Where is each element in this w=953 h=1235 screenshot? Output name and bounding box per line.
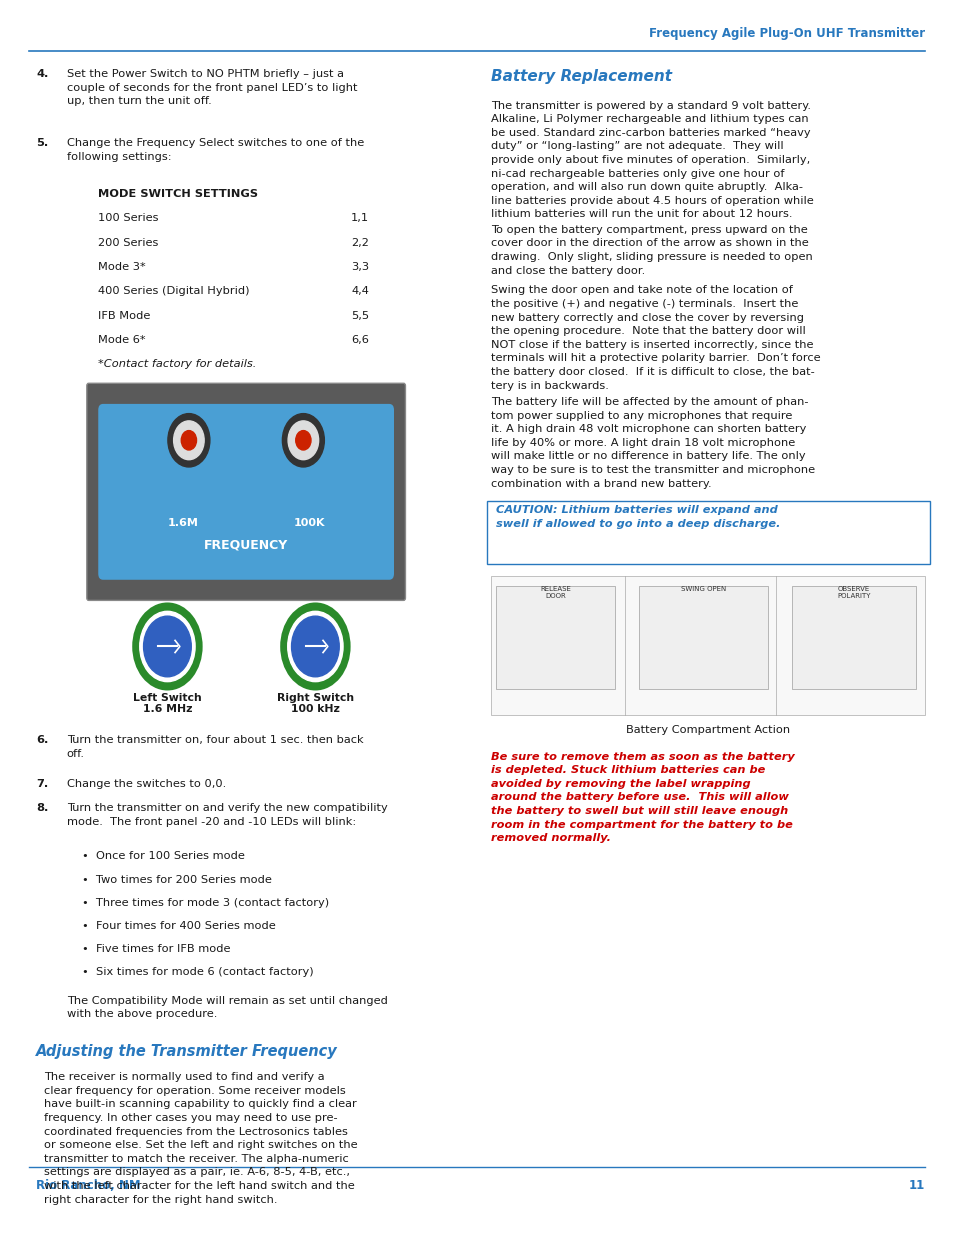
Text: 7.: 7. (36, 779, 49, 789)
Text: 200 Series: 200 Series (98, 237, 158, 248)
Text: 6,6: 6,6 (351, 335, 369, 345)
Text: *Contact factory for details.: *Contact factory for details. (98, 359, 256, 369)
Text: FREQUENCY: FREQUENCY (204, 538, 288, 552)
Bar (496, 585, 615, 689)
Text: Be sure to remove them as soon as the battery
is depleted. Stuck lithium batteri: Be sure to remove them as soon as the ba… (491, 752, 794, 844)
Text: •  Six times for mode 6 (contact factory): • Six times for mode 6 (contact factory) (82, 967, 314, 977)
Text: Swing the door open and take note of the location of
the positive (+) and negati: Swing the door open and take note of the… (491, 285, 821, 390)
Text: 100 Series: 100 Series (98, 214, 158, 224)
Text: OBSERVE
POLARITY: OBSERVE POLARITY (836, 585, 870, 599)
Circle shape (168, 414, 210, 467)
Text: Mode 6*: Mode 6* (98, 335, 146, 345)
Text: 400 Series (Digital Hybrid): 400 Series (Digital Hybrid) (98, 287, 250, 296)
Text: 1,1: 1,1 (351, 214, 369, 224)
Circle shape (288, 611, 343, 682)
Text: 100K: 100K (293, 517, 325, 527)
Circle shape (288, 421, 318, 459)
Text: 11: 11 (908, 1179, 924, 1192)
Text: Battery Replacement: Battery Replacement (491, 69, 672, 84)
Text: Rio Rancho, NM: Rio Rancho, NM (36, 1179, 141, 1192)
Text: Change the switches to 0,0.: Change the switches to 0,0. (67, 779, 226, 789)
Text: 8.: 8. (36, 803, 49, 813)
Text: 5,5: 5,5 (351, 310, 369, 321)
Circle shape (282, 414, 324, 467)
FancyBboxPatch shape (87, 383, 405, 600)
Text: The transmitter is powered by a standard 9 volt battery.
Alkaline, Li Polymer re: The transmitter is powered by a standard… (491, 101, 813, 220)
Text: Right Switch
100 kHz: Right Switch 100 kHz (276, 693, 354, 714)
Text: Left Switch
1.6 MHz: Left Switch 1.6 MHz (132, 693, 202, 714)
Text: Battery Compartment Action: Battery Compartment Action (625, 725, 790, 735)
Text: 2,2: 2,2 (351, 237, 369, 248)
Circle shape (173, 421, 204, 459)
Bar (486, 500, 929, 563)
Text: Turn the transmitter on, four about 1 sec. then back
off.: Turn the transmitter on, four about 1 se… (67, 735, 363, 758)
Circle shape (139, 611, 194, 682)
Text: RELEASE
DOOR: RELEASE DOOR (539, 585, 571, 599)
Circle shape (134, 605, 200, 688)
Circle shape (143, 616, 191, 677)
Text: Turn the transmitter on and verify the new compatibility
mode.  The front panel : Turn the transmitter on and verify the n… (67, 803, 387, 826)
Text: 1.6M: 1.6M (168, 517, 198, 527)
Text: 3,3: 3,3 (351, 262, 369, 272)
Text: •  Four times for 400 Series mode: • Four times for 400 Series mode (82, 920, 275, 931)
Text: MODE SWITCH SETTINGS: MODE SWITCH SETTINGS (98, 189, 258, 199)
Text: The Compatibility Mode will remain as set until changed
with the above procedure: The Compatibility Mode will remain as se… (67, 995, 387, 1019)
Text: 6.: 6. (36, 735, 49, 745)
Text: •  Once for 100 Series mode: • Once for 100 Series mode (82, 851, 245, 862)
Circle shape (181, 431, 196, 450)
Text: •  Two times for 200 Series mode: • Two times for 200 Series mode (82, 874, 272, 884)
Text: Frequency Agile Plug-On UHF Transmitter: Frequency Agile Plug-On UHF Transmitter (649, 27, 924, 40)
Text: Adjusting the Transmitter Frequency: Adjusting the Transmitter Frequency (36, 1045, 337, 1060)
Circle shape (283, 605, 348, 688)
Text: •  Five times for IFB mode: • Five times for IFB mode (82, 944, 231, 953)
Bar (491, 576, 924, 715)
Bar (791, 585, 915, 689)
Text: Change the Frequency Select switches to one of the
following settings:: Change the Frequency Select switches to … (67, 138, 364, 162)
Text: 4.: 4. (36, 69, 49, 79)
Text: The receiver is normally used to find and verify a
clear frequency for operation: The receiver is normally used to find an… (44, 1072, 357, 1204)
Text: IFB Mode: IFB Mode (98, 310, 151, 321)
Text: The battery life will be affected by the amount of phan-
tom power supplied to a: The battery life will be affected by the… (491, 396, 815, 489)
Text: 5.: 5. (36, 138, 49, 148)
Text: Set the Power Switch to NO PHTM briefly – just a
couple of seconds for the front: Set the Power Switch to NO PHTM briefly … (67, 69, 357, 106)
Circle shape (292, 616, 339, 677)
Bar (639, 585, 767, 689)
FancyBboxPatch shape (98, 404, 394, 579)
Circle shape (295, 431, 311, 450)
Text: Mode 3*: Mode 3* (98, 262, 146, 272)
Text: 4,4: 4,4 (351, 287, 369, 296)
Text: CAUTION: Lithium batteries will expand and
swell if allowed to go into a deep di: CAUTION: Lithium batteries will expand a… (496, 505, 780, 529)
Text: SWING OPEN: SWING OPEN (680, 585, 725, 592)
Text: •  Three times for mode 3 (contact factory): • Three times for mode 3 (contact factor… (82, 898, 329, 908)
Text: To open the battery compartment, press upward on the
cover door in the direction: To open the battery compartment, press u… (491, 225, 812, 275)
